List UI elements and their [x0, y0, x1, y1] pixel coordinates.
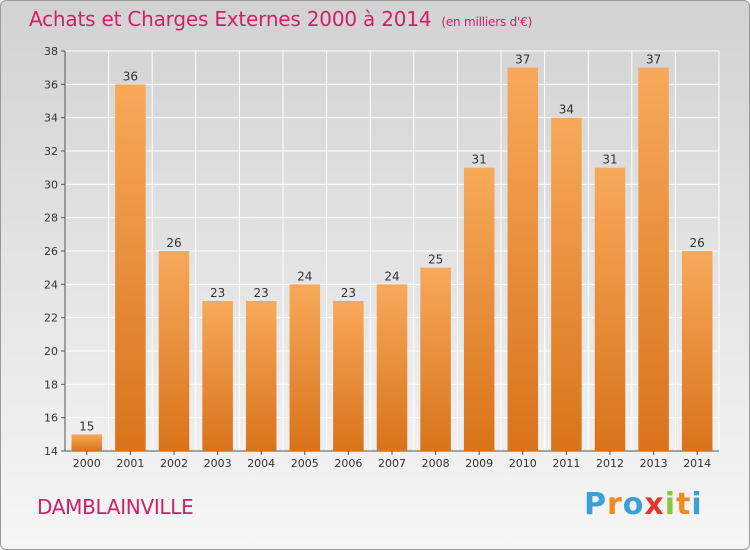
logo-letter: t: [676, 487, 692, 522]
y-tick-label: 30: [44, 178, 58, 191]
y-tick-label: 22: [44, 312, 58, 325]
y-tick-label: 34: [44, 112, 58, 125]
bar: [507, 67, 539, 452]
x-tick-label: 2010: [509, 457, 537, 470]
bar-value-label: 23: [254, 286, 269, 300]
x-tick-label: 2013: [640, 457, 668, 470]
bar-value-label: 36: [123, 69, 138, 83]
logo-letter: o: [622, 487, 645, 522]
x-tick-label: 2012: [596, 457, 624, 470]
y-tick-label: 24: [44, 278, 58, 291]
proxiti-logo: Proxiti: [584, 487, 703, 522]
bar: [158, 251, 190, 451]
bar-value-label: 24: [384, 269, 399, 283]
x-tick-label: 2014: [683, 457, 711, 470]
bar-value-label: 15: [79, 419, 94, 433]
bar-value-label: 26: [690, 236, 705, 250]
y-tick-label: 16: [44, 412, 58, 425]
bar-value-label: 31: [472, 153, 487, 167]
bar: [202, 301, 233, 451]
bar: [463, 167, 495, 451]
y-tick-label: 36: [44, 78, 58, 91]
bar-value-label: 37: [515, 53, 530, 67]
bar-value-label: 24: [297, 269, 312, 283]
bar: [376, 284, 408, 451]
bar-value-label: 34: [559, 103, 574, 117]
bar: [594, 167, 626, 451]
bar: [71, 434, 103, 451]
bar: [333, 301, 364, 451]
logo-letter: r: [607, 487, 623, 522]
bars: [71, 67, 713, 452]
bar: [681, 251, 713, 451]
x-tick-label: 2004: [247, 457, 275, 470]
x-tick-label: 2002: [160, 457, 188, 470]
bar-value-label: 23: [341, 286, 356, 300]
x-tick-label: 2006: [334, 457, 362, 470]
x-tick-label: 2003: [204, 457, 232, 470]
bar: [289, 284, 321, 451]
y-tick-label: 18: [44, 378, 58, 391]
bar: [115, 84, 146, 451]
commune-name: DAMBLAINVILLE: [37, 495, 194, 519]
y-tick-label: 14: [44, 445, 58, 458]
bar-value-label: 31: [602, 153, 617, 167]
labels: 14 16 18 20 22 24 26 28 30 32 34 36 38 15 2000 36 2001 26…: [44, 45, 711, 470]
bar-value-label: 25: [428, 253, 443, 267]
bar-value-label: 23: [210, 286, 225, 300]
x-tick-label: 2011: [552, 457, 580, 470]
x-tick-label: 2008: [422, 457, 450, 470]
bar: [638, 67, 669, 452]
x-tick-label: 2000: [73, 457, 101, 470]
logo-letter: x: [644, 487, 665, 522]
bar: [551, 117, 582, 452]
x-tick-label: 2001: [116, 457, 144, 470]
y-tick-label: 28: [44, 212, 58, 225]
logo-letter: i: [664, 487, 677, 522]
y-tick-label: 20: [44, 345, 58, 358]
logo-letter: i: [691, 487, 703, 522]
x-tick-label: 2007: [378, 457, 406, 470]
x-tick-label: 2005: [291, 457, 319, 470]
y-tick-label: 32: [44, 145, 58, 158]
bar-value-label: 37: [646, 53, 661, 67]
bar-value-label: 26: [166, 236, 181, 250]
bar: [245, 301, 277, 451]
bar: [420, 267, 451, 451]
y-tick-label: 38: [44, 45, 58, 58]
logo-letter: P: [584, 487, 607, 522]
chart-title: Achats et Charges Externes 2000 à 2014 (e…: [29, 7, 532, 31]
x-tick-label: 2009: [465, 457, 493, 470]
chart-title-text: Achats et Charges Externes 2000 à 2014: [29, 7, 432, 31]
chart-subtitle: (en milliers d'€): [441, 15, 533, 29]
y-tick-label: 26: [44, 245, 58, 258]
